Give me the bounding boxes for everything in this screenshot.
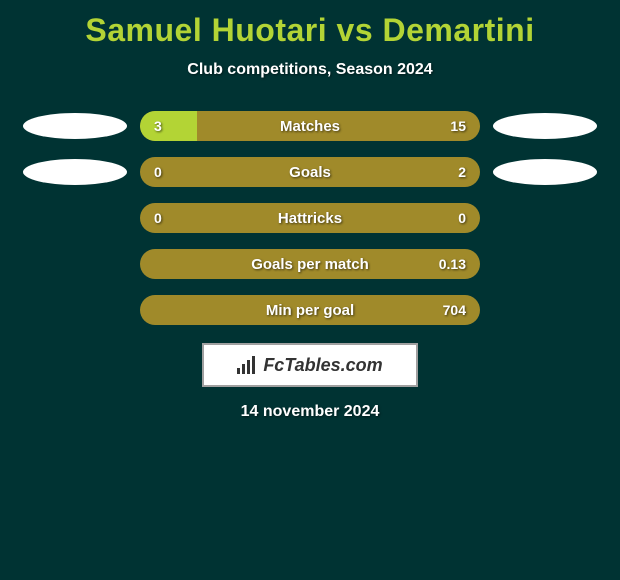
badge-ellipse (493, 159, 597, 185)
stat-row: Min per goal704 (0, 295, 620, 325)
subtitle: Club competitions, Season 2024 (0, 61, 620, 79)
right-badge (490, 249, 600, 279)
right-badge (490, 295, 600, 325)
left-badge (20, 157, 130, 187)
footer-date: 14 november 2024 (0, 403, 620, 421)
stat-row: 0Hattricks0 (0, 203, 620, 233)
stat-bar: Min per goal704 (140, 295, 480, 325)
page-title: Samuel Huotari vs Demartini (0, 0, 620, 49)
right-badge (490, 157, 600, 187)
stats-container: 3Matches150Goals20Hattricks0Goals per ma… (0, 111, 620, 325)
stat-bar: Goals per match0.13 (140, 249, 480, 279)
badge-ellipse (23, 159, 127, 185)
badge-ellipse (493, 113, 597, 139)
stat-row: 0Goals2 (0, 157, 620, 187)
right-badge (490, 203, 600, 233)
bar-label: Matches (140, 118, 480, 135)
bar-label: Goals (140, 164, 480, 181)
bar-label: Hattricks (140, 210, 480, 227)
bar-right-value: 2 (458, 164, 466, 180)
footer-logo-text: FcTables.com (263, 355, 382, 376)
left-badge (20, 295, 130, 325)
stat-bar: 3Matches15 (140, 111, 480, 141)
stat-row: 3Matches15 (0, 111, 620, 141)
bar-right-value: 0.13 (439, 256, 466, 272)
right-badge (490, 111, 600, 141)
footer-logo: FcTables.com (202, 343, 418, 387)
stat-bar: 0Hattricks0 (140, 203, 480, 233)
bar-right-value: 0 (458, 210, 466, 226)
left-badge (20, 111, 130, 141)
chart-icon (237, 356, 259, 374)
bar-label: Goals per match (140, 256, 480, 273)
left-badge (20, 203, 130, 233)
bar-right-value: 704 (443, 302, 466, 318)
bar-right-value: 15 (450, 118, 466, 134)
left-badge (20, 249, 130, 279)
footer-logo-content: FcTables.com (237, 355, 382, 376)
stat-bar: 0Goals2 (140, 157, 480, 187)
stat-row: Goals per match0.13 (0, 249, 620, 279)
bar-label: Min per goal (140, 302, 480, 319)
badge-ellipse (23, 113, 127, 139)
